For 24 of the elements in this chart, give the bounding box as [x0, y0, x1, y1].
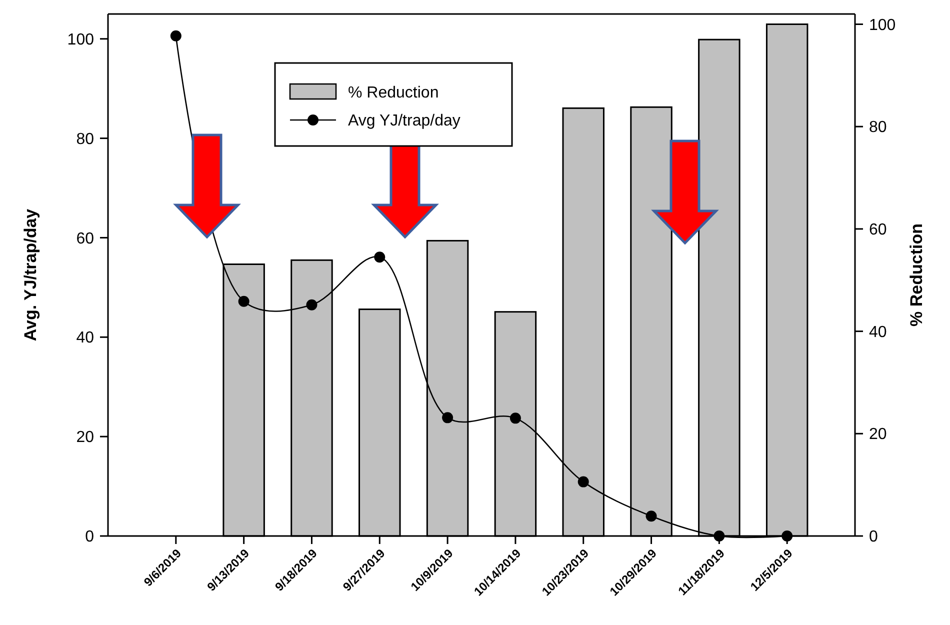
point — [578, 476, 589, 488]
y-tick-label: 0 — [85, 528, 94, 546]
legend-label: Avg YJ/trap/day — [348, 112, 460, 130]
y2-tick-label: 40 — [869, 324, 887, 341]
y-tick-label: 100 — [67, 31, 94, 48]
y-tick-label: 40 — [76, 330, 94, 347]
y-axis-title: Avg. YJ/trap/day — [21, 208, 40, 342]
point — [238, 296, 250, 307]
point — [306, 299, 318, 310]
point — [442, 412, 454, 424]
y-tick-label: 20 — [76, 429, 94, 446]
point — [646, 510, 657, 522]
y2-tick-label: 80 — [869, 119, 887, 136]
point — [374, 252, 386, 263]
y2-tick-label: 60 — [869, 222, 887, 239]
point — [510, 412, 521, 424]
y-tick-label: 60 — [76, 230, 94, 248]
y2-axis-title: % Reduction — [907, 224, 926, 326]
y2-tick-label: 0 — [869, 528, 878, 546]
point — [170, 30, 182, 42]
y-tick-label: 80 — [76, 130, 94, 148]
legend-label: % Reduction — [348, 84, 439, 102]
y2-tick-label: 100 — [869, 16, 896, 34]
y2-tick-label: 20 — [869, 426, 887, 444]
